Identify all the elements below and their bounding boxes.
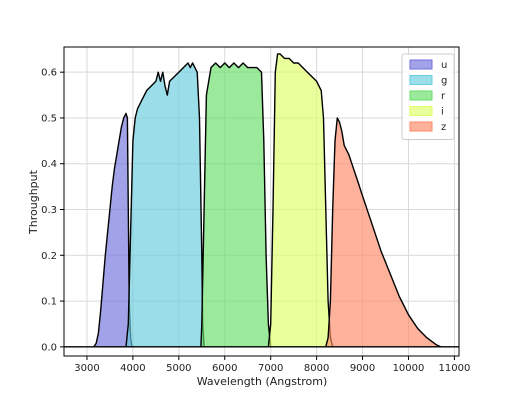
series-area-g <box>126 63 204 347</box>
y-tick-label: 0.3 <box>41 205 57 216</box>
series-layer <box>64 54 459 347</box>
y-tick-label: 0.5 <box>41 113 57 124</box>
x-tick-label: 10000 <box>393 363 425 374</box>
x-tick-label: 4000 <box>120 363 145 374</box>
x-tick-label: 8000 <box>304 363 329 374</box>
series-area-i <box>268 54 332 347</box>
legend-swatch-z <box>410 122 432 131</box>
y-tick-label: 0.1 <box>41 297 57 308</box>
series-area-u <box>94 113 132 346</box>
y-tick-label: 0.4 <box>41 159 57 170</box>
y-tick-label: 0.2 <box>41 251 57 262</box>
legend-swatch-g <box>410 76 432 85</box>
legend-swatch-u <box>410 60 432 69</box>
x-tick-label: 7000 <box>258 363 283 374</box>
legend-label-g: g <box>441 76 447 87</box>
x-tick-label: 9000 <box>350 363 375 374</box>
legend-label-i: i <box>441 107 444 118</box>
y-tick-label: 0.6 <box>41 68 57 79</box>
series-area-r <box>201 63 271 347</box>
y-tick-label: 0.0 <box>41 342 57 353</box>
series-area-z <box>326 118 441 347</box>
x-axis-label: Wavelength (Angstrom) <box>197 375 328 388</box>
x-tick-label: 6000 <box>212 363 237 374</box>
legend-swatch-r <box>410 91 432 100</box>
legend-swatch-i <box>410 107 432 116</box>
x-tick-label: 3000 <box>74 363 99 374</box>
x-tick-label: 5000 <box>166 363 191 374</box>
legend-label-z: z <box>441 122 446 133</box>
y-axis-label: Throughput <box>27 169 40 235</box>
x-tick-label: 11000 <box>439 363 471 374</box>
legend-label-u: u <box>441 60 447 71</box>
